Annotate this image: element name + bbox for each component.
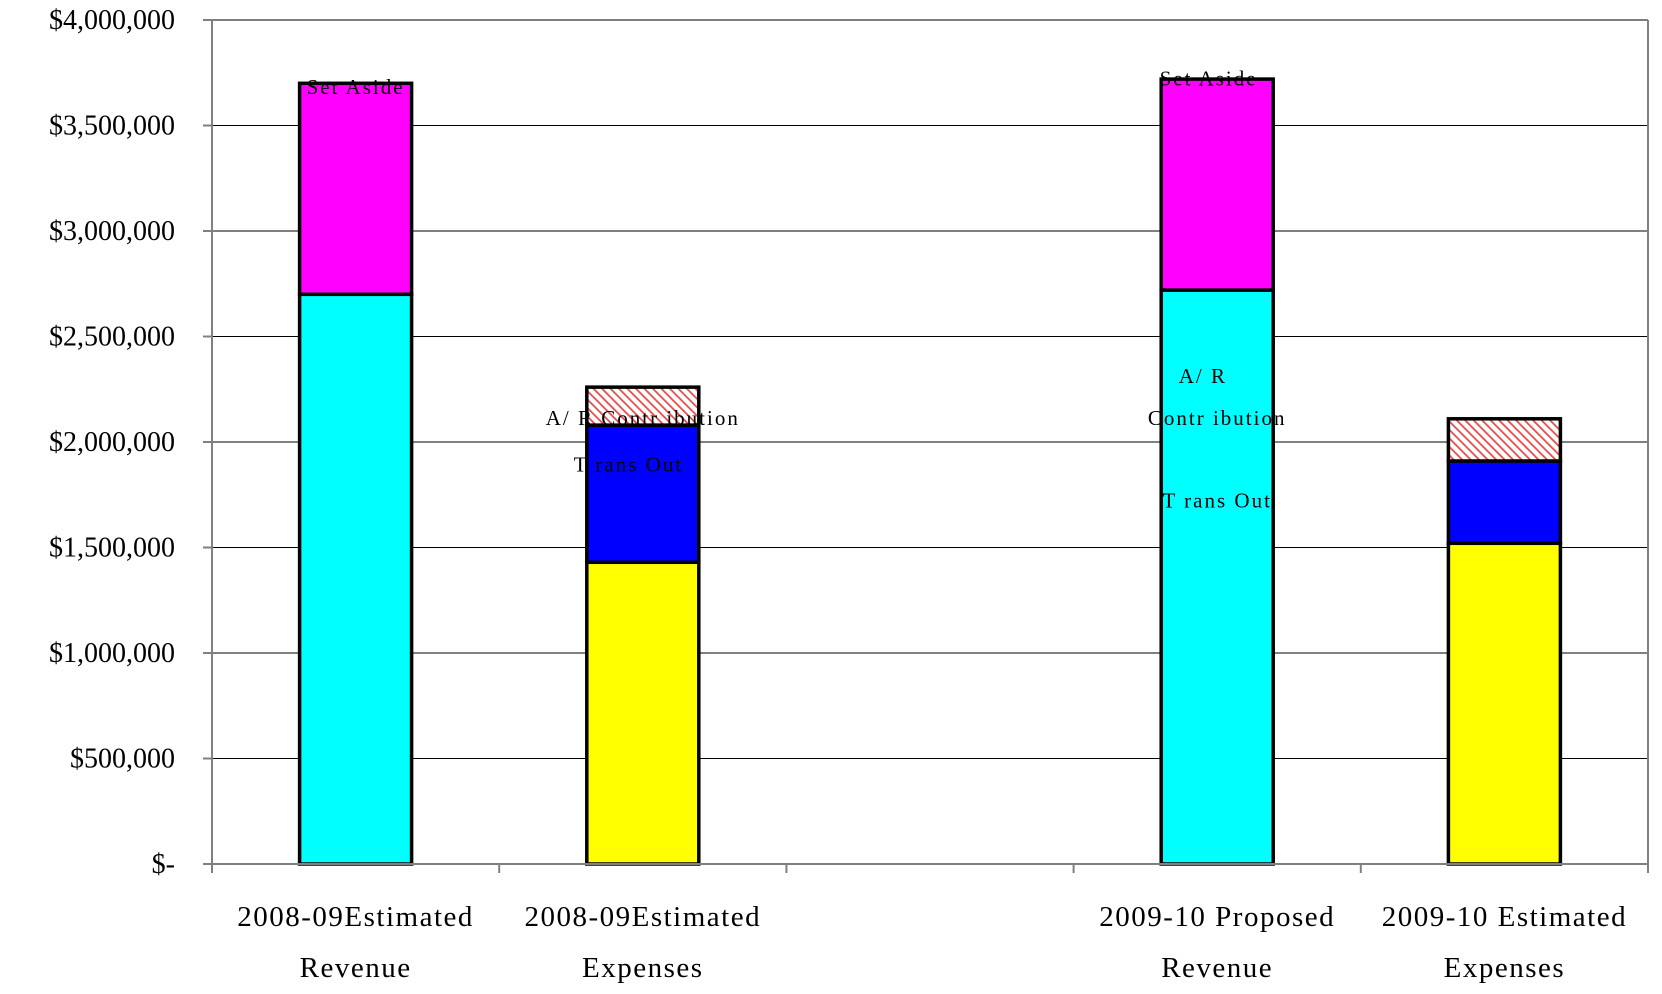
category-label: Revenue bbox=[300, 952, 412, 984]
category-label: 2008-09Estimated bbox=[237, 901, 474, 933]
bar-segment bbox=[297, 81, 414, 297]
bar-segment bbox=[297, 292, 414, 866]
category-label: 2009-10 Proposed bbox=[1099, 901, 1335, 933]
bar-segment bbox=[1446, 417, 1563, 463]
bar-segment bbox=[1446, 459, 1563, 546]
category-label: 2008-09Estimated bbox=[524, 901, 761, 933]
category-label: 2009-10 Estimated bbox=[1382, 901, 1627, 933]
y-tick-label: $500,000 bbox=[70, 744, 175, 775]
y-tick-label: $2,500,000 bbox=[49, 322, 175, 353]
annotation-label: T rans Out bbox=[574, 453, 683, 477]
annotation-label: A/ R Contr ibution bbox=[546, 406, 740, 430]
annotation-label: A/ R bbox=[1179, 364, 1227, 388]
annotation-label: Set Aside bbox=[1160, 66, 1258, 90]
bar-segment bbox=[1159, 77, 1275, 292]
y-tick-label: $3,000,000 bbox=[49, 216, 175, 247]
category-label: Revenue bbox=[1161, 952, 1273, 984]
bar-segment bbox=[1446, 541, 1563, 866]
gridlines bbox=[212, 19, 1648, 759]
bar-segment bbox=[585, 423, 701, 565]
bar-segment bbox=[585, 385, 701, 427]
annotation-label: T rans Out bbox=[1162, 488, 1271, 512]
y-tick-label: $3,500,000 bbox=[49, 111, 175, 142]
y-tick-label: $2,000,000 bbox=[49, 427, 175, 458]
annotation-label: Contr ibution bbox=[1148, 406, 1287, 430]
y-tick-label: $1,000,000 bbox=[49, 638, 175, 669]
category-label: Expenses bbox=[1444, 952, 1566, 984]
axes bbox=[203, 19, 1649, 873]
category-label: Expenses bbox=[582, 952, 704, 984]
bar-segment bbox=[1159, 288, 1275, 866]
annotation-label: Set Aside bbox=[307, 75, 405, 99]
y-tick-label: $4,000,000 bbox=[49, 5, 175, 36]
bars bbox=[297, 77, 1563, 866]
y-tick-label: $- bbox=[152, 849, 175, 880]
labels: $- $500,000 $1,000,000 $1,500,000 $2,000,000… bbox=[49, 5, 1627, 984]
y-tick-label: $1,500,000 bbox=[49, 533, 175, 564]
bar-segment bbox=[585, 560, 701, 866]
